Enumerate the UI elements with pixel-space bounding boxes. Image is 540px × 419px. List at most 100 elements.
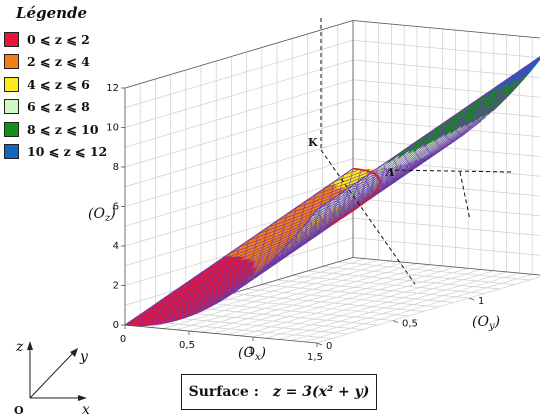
mesh-line bbox=[516, 72, 522, 82]
surface-mesh bbox=[124, 56, 540, 327]
back-wall-grid-line bbox=[352, 59, 540, 78]
mesh-line bbox=[308, 175, 344, 233]
dashed-line bbox=[459, 171, 471, 221]
mesh-line bbox=[421, 137, 441, 155]
legend-label: 0 ⩽ z ⩽ 2 bbox=[27, 31, 90, 47]
floor-grid-line bbox=[261, 284, 454, 303]
trihedron-x-label: x bbox=[82, 402, 90, 418]
floor-grid-line bbox=[188, 263, 418, 332]
floor-grid-line bbox=[214, 265, 443, 334]
mesh-line bbox=[468, 105, 482, 122]
floor-grid-line bbox=[185, 306, 378, 326]
z-tick-label: 12 bbox=[106, 83, 119, 94]
legend-item: 6 ⩽ z ⩽ 8 bbox=[4, 96, 114, 119]
mesh-line bbox=[132, 318, 135, 325]
surface-edge bbox=[124, 168, 354, 326]
mesh-line bbox=[430, 131, 450, 148]
y-axis-label: (Oy) bbox=[472, 314, 500, 332]
surface-edge bbox=[124, 56, 540, 327]
floor-grid-line bbox=[200, 302, 394, 321]
z-tick-label: 8 bbox=[113, 162, 119, 173]
mesh-line bbox=[277, 201, 306, 259]
left-wall-grid-line bbox=[124, 138, 354, 207]
floor-grid-line bbox=[252, 269, 482, 338]
mesh-line bbox=[156, 298, 164, 325]
mesh-line bbox=[343, 170, 358, 176]
left-wall-grid-line bbox=[124, 99, 354, 168]
mesh-line bbox=[392, 157, 418, 174]
back-wall-grid-line bbox=[352, 79, 540, 98]
box-edge bbox=[352, 257, 540, 276]
x-tick-label: 0 bbox=[120, 334, 126, 345]
mesh-line bbox=[220, 246, 240, 301]
z-tick-label: 0 bbox=[113, 320, 119, 331]
y-tick bbox=[392, 320, 399, 323]
mesh-line bbox=[229, 240, 249, 296]
mesh-line bbox=[253, 220, 278, 279]
left-wall-grid-line bbox=[124, 39, 354, 109]
back-wall-grid-line bbox=[352, 158, 540, 177]
legend-swatch bbox=[4, 31, 19, 47]
floor-grid-line bbox=[163, 260, 392, 329]
mesh-line bbox=[204, 259, 221, 310]
annotations bbox=[320, 18, 513, 285]
legend-label: 10 ⩽ z ⩽ 12 bbox=[27, 144, 108, 160]
x-axis-label: (Ox) bbox=[238, 345, 266, 363]
floor-grid-line bbox=[337, 261, 530, 281]
legend-swatch bbox=[4, 144, 19, 160]
legend: Légende 0 ⩽ z ⩽ 2 2 ⩽ z ⩽ 4 4 ⩽ z ⩽ 6 6 … bbox=[4, 4, 114, 163]
floor-grid-line bbox=[246, 288, 439, 308]
trihedron-z-label: z bbox=[15, 339, 24, 355]
legend-swatch bbox=[4, 121, 19, 137]
z-tick-label: 10 bbox=[106, 123, 119, 134]
legend-item: 2 ⩽ z ⩽ 4 bbox=[4, 51, 114, 74]
legend-swatch bbox=[4, 76, 19, 92]
legend-label: 2 ⩽ z ⩽ 4 bbox=[27, 54, 90, 70]
legend-swatch bbox=[4, 99, 19, 115]
floor-grid-line bbox=[216, 297, 409, 317]
mesh-line bbox=[245, 227, 268, 285]
mesh-line bbox=[440, 124, 457, 142]
y-tick-label: 0,5 bbox=[402, 319, 418, 330]
y-tick-label: 1 bbox=[478, 296, 484, 307]
mesh-line bbox=[284, 194, 316, 253]
legend-label: 6 ⩽ z ⩽ 8 bbox=[27, 99, 90, 115]
floor-grid-line bbox=[227, 266, 456, 335]
floor-grid-line bbox=[322, 266, 515, 285]
floor-grid-line bbox=[292, 275, 485, 294]
formula-prefix: Surface : bbox=[188, 384, 259, 400]
trihedron: z y x O bbox=[14, 339, 90, 418]
formula-box: Surface : z = 3(x² + y) bbox=[181, 374, 377, 410]
box-edge bbox=[352, 20, 540, 39]
legend-label: 4 ⩽ z ⩽ 6 bbox=[27, 76, 90, 92]
mesh-line bbox=[213, 253, 230, 305]
mesh-line bbox=[296, 189, 346, 236]
box-edge bbox=[124, 20, 354, 89]
formula-expression: z = 3(x² + y) bbox=[272, 384, 370, 400]
mesh-line bbox=[172, 285, 183, 322]
legend-item: 4 ⩽ z ⩽ 6 bbox=[4, 73, 114, 96]
floor-grid-line bbox=[278, 271, 507, 340]
mesh-line bbox=[140, 311, 145, 326]
floor-grid-line bbox=[307, 270, 500, 290]
back-wall-grid-line bbox=[352, 39, 540, 59]
mesh-line bbox=[449, 118, 466, 135]
mesh-line bbox=[411, 144, 434, 161]
x-tick-label: 1 bbox=[248, 346, 254, 357]
left-wall-grid-line bbox=[124, 178, 354, 247]
trihedron-origin-label: O bbox=[14, 404, 24, 417]
y-tick bbox=[316, 342, 323, 346]
z-tick-label: 2 bbox=[113, 281, 119, 292]
legend-item: 0 ⩽ z ⩽ 2 bbox=[4, 28, 114, 51]
left-wall-grid-line bbox=[124, 118, 354, 188]
floor-grid-line bbox=[140, 320, 333, 339]
back-wall-grid-line bbox=[352, 197, 540, 217]
floor-grid-line bbox=[240, 267, 469, 337]
mesh-line bbox=[312, 202, 327, 217]
x-tick-label: 1,5 bbox=[307, 352, 323, 363]
floor-grid-line bbox=[291, 272, 520, 341]
legend-item: 8 ⩽ z ⩽ 10 bbox=[4, 118, 114, 141]
mesh-line bbox=[459, 111, 473, 129]
floor-grid-line bbox=[155, 315, 348, 335]
